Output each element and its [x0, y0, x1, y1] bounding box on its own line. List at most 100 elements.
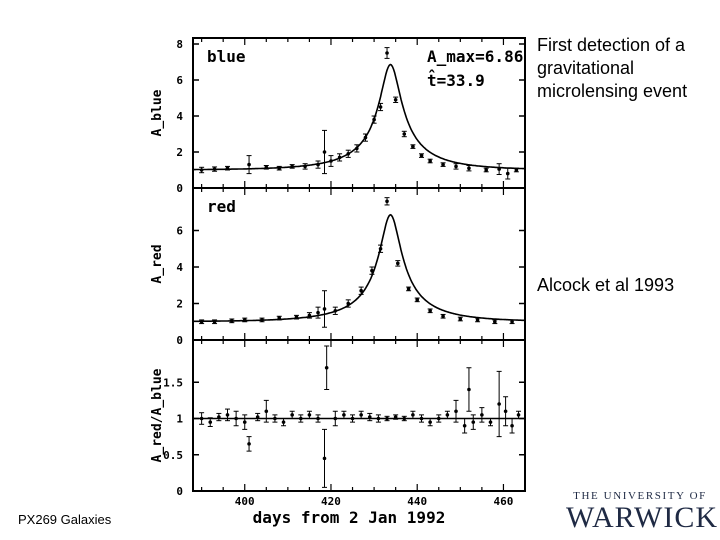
data-point [247, 162, 251, 167]
data-point [225, 166, 230, 170]
data-point [322, 150, 327, 154]
y-tick-label: 1.5 [163, 376, 183, 389]
data-point [199, 416, 204, 421]
y-tick-label: 0 [176, 485, 183, 498]
y-tick-label: 8 [176, 38, 183, 51]
x-tick-label: 400 [235, 495, 255, 508]
y-tick-label: 0 [176, 334, 183, 347]
data-point [411, 144, 415, 149]
data-point [467, 387, 471, 392]
data-point [497, 402, 501, 406]
data-point [411, 413, 415, 417]
x-axis-label: days from 2 Jan 1992 [253, 508, 446, 527]
data-point [290, 413, 294, 417]
data-point [480, 413, 484, 417]
y-tick-label: 6 [176, 74, 183, 87]
data-point [333, 309, 338, 313]
model-curve [193, 213, 526, 323]
data-point [316, 162, 320, 167]
data-point [505, 171, 510, 176]
data-point [303, 164, 307, 169]
data-point [484, 168, 488, 172]
data-point [393, 98, 398, 102]
data-point [516, 413, 521, 417]
data-point [454, 164, 458, 169]
data-point [415, 298, 420, 302]
data-point [294, 315, 299, 319]
data-point [497, 167, 501, 171]
data-point [242, 318, 247, 322]
data-point [333, 416, 338, 421]
data-point [212, 319, 217, 324]
data-point [488, 420, 493, 424]
course-footer: PX269 Galaxies [18, 512, 112, 527]
data-point [367, 415, 372, 419]
y-tick-label: 4 [176, 261, 183, 274]
y-axis-label: A_blue [150, 89, 165, 136]
y-tick-label: 6 [176, 225, 183, 238]
data-point [402, 132, 407, 136]
data-point [324, 365, 329, 370]
data-point [346, 152, 351, 156]
data-point [217, 415, 221, 419]
model-curve [193, 63, 525, 171]
data-point [510, 319, 514, 324]
data-point [247, 442, 251, 446]
data-point [199, 319, 204, 324]
data-point [441, 162, 445, 167]
citation-text: Alcock et al 1993 [537, 275, 675, 295]
y-tick-label: 2 [176, 146, 183, 159]
data-point [242, 420, 247, 424]
y-tick-label: 0.5 [163, 449, 183, 462]
x-tick-label: 420 [321, 495, 341, 508]
data-point [510, 423, 514, 428]
data-point [514, 168, 519, 172]
data-point [441, 314, 445, 319]
data-point [378, 246, 383, 251]
data-point [342, 413, 346, 417]
data-point [445, 413, 450, 417]
data-point [316, 310, 320, 315]
data-point [363, 135, 368, 140]
data-point [264, 165, 269, 170]
panel-label: blue [207, 47, 246, 66]
data-point [307, 313, 312, 318]
data-point [359, 288, 363, 293]
data-point [307, 413, 312, 417]
panel-frame [192, 339, 526, 492]
fit-annotation: t̂=33.9 [427, 70, 485, 90]
y-tick-label: 2 [176, 298, 183, 311]
data-point [428, 309, 432, 313]
data-point [230, 319, 234, 323]
panel-label: red [207, 197, 236, 216]
data-point [346, 301, 351, 306]
data-point [281, 420, 286, 424]
data-point [454, 409, 458, 414]
caption-text: First detection of a gravitational micro… [537, 35, 688, 101]
data-point [277, 316, 282, 320]
data-point [316, 416, 320, 421]
data-point [419, 416, 424, 421]
data-point [378, 105, 383, 109]
logo-top-text: THE UNIVERSITY OF [573, 490, 707, 502]
data-point [212, 167, 217, 171]
data-point [467, 166, 471, 170]
data-point [329, 159, 333, 163]
data-point [428, 420, 432, 424]
data-point [350, 416, 355, 421]
logo-main-text: WARWICK [566, 501, 718, 534]
data-point [396, 261, 400, 266]
data-point [273, 416, 277, 421]
chart-panels: 0 2 4 6 8 A_blue blue A_max=6.86 t̂=33.9 0 2 4 6 A_re… [150, 37, 526, 527]
data-point [359, 413, 363, 417]
x-tick-label: 460 [494, 495, 514, 508]
data-point [402, 416, 407, 421]
data-point [298, 416, 303, 421]
fit-annotation: A_max=6.86 [427, 47, 523, 66]
data-point [406, 287, 411, 291]
data-point [264, 409, 269, 414]
data-point [503, 409, 508, 414]
panel-1: 0 2 4 6 8 A_blue blue A_max=6.86 t̂=33.9 [150, 37, 526, 195]
data-point [475, 318, 480, 322]
